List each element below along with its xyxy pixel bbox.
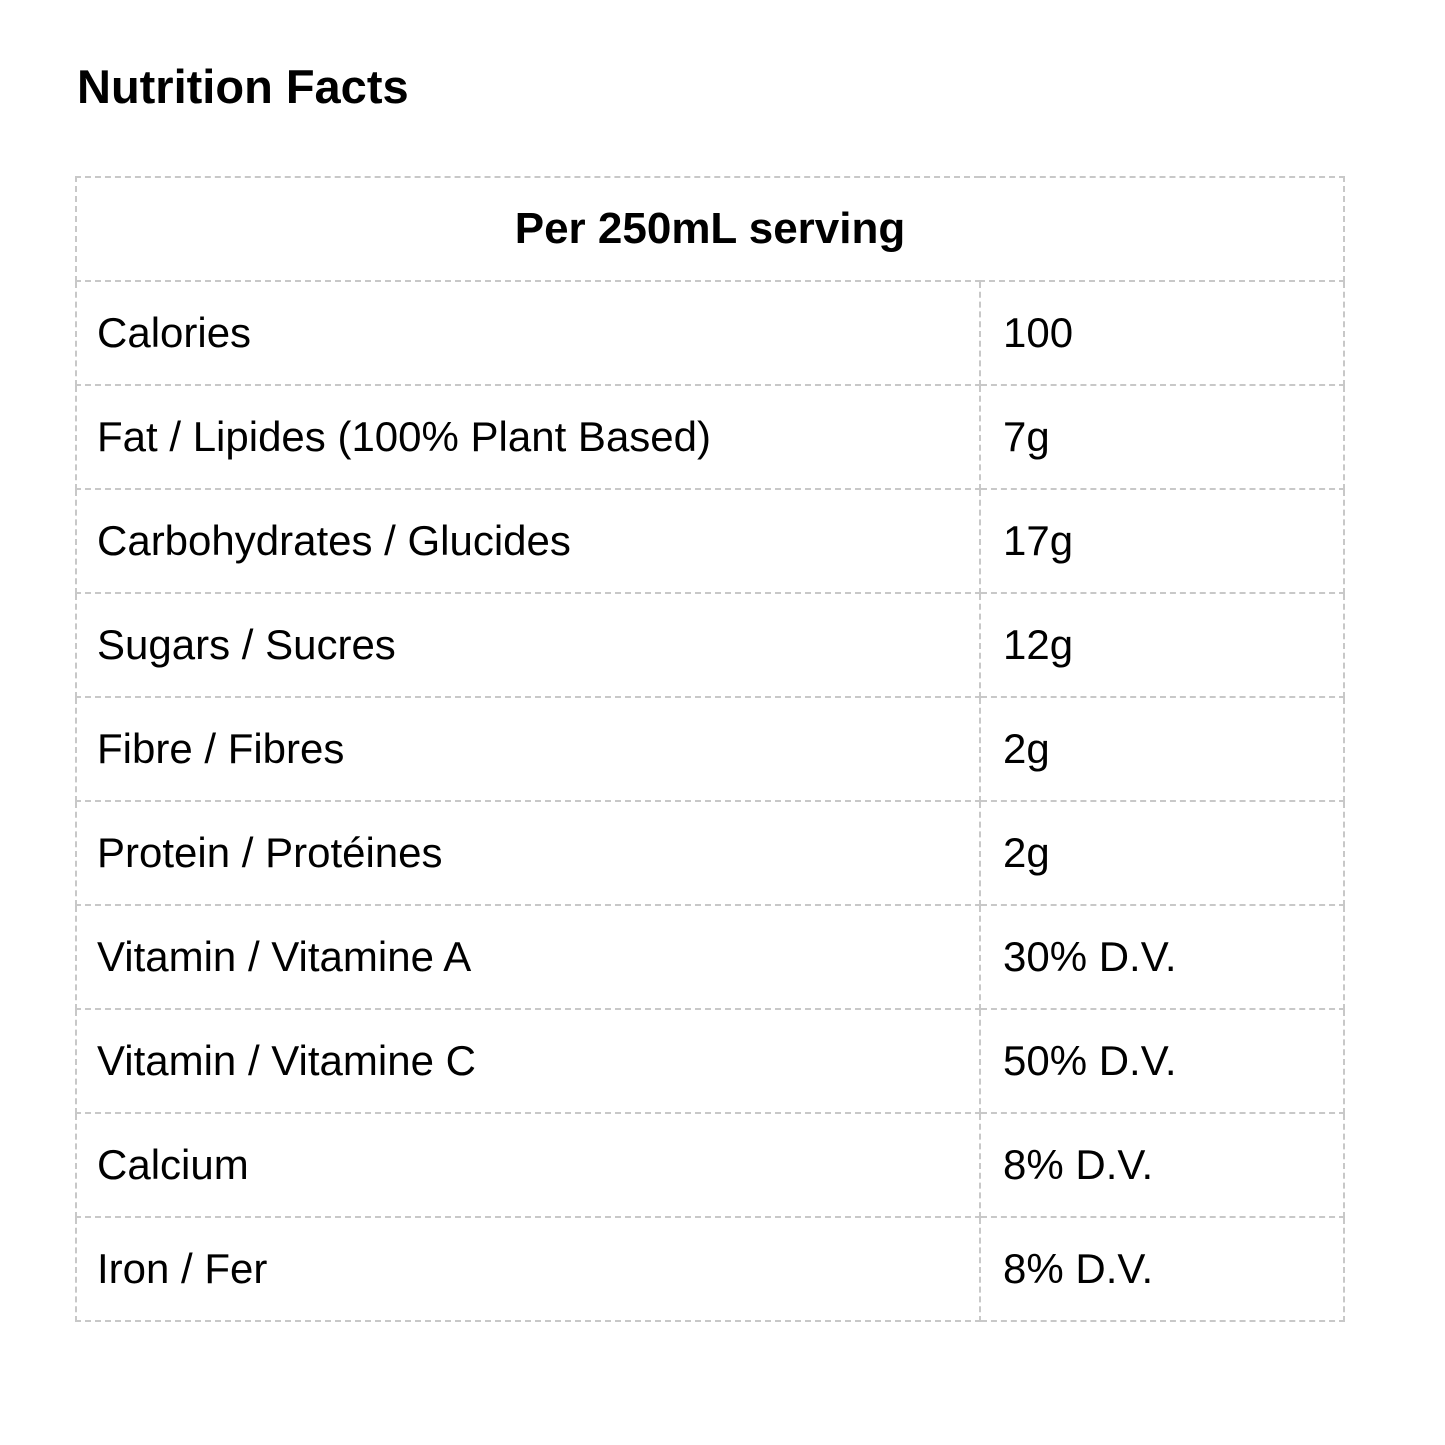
table-row-vitamin-c: Vitamin / Vitamine C 50% D.V.	[75, 1008, 1345, 1114]
serving-size-header: Per 250mL serving	[75, 176, 1345, 282]
row-label: Fat / Lipides (100% Plant Based)	[75, 384, 981, 490]
row-label: Sugars / Sucres	[75, 592, 981, 698]
row-value: 100	[979, 280, 1345, 386]
row-label: Iron / Fer	[75, 1216, 981, 1322]
row-value: 12g	[979, 592, 1345, 698]
table-row-protein: Protein / Protéines 2g	[75, 800, 1345, 906]
row-label: Fibre / Fibres	[75, 696, 981, 802]
table-row-calories: Calories 100	[75, 280, 1345, 386]
table-row-iron: Iron / Fer 8% D.V.	[75, 1216, 1345, 1322]
row-value: 30% D.V.	[979, 904, 1345, 1010]
row-label: Calories	[75, 280, 981, 386]
row-value: 2g	[979, 696, 1345, 802]
table-row-vitamin-a: Vitamin / Vitamine A 30% D.V.	[75, 904, 1345, 1010]
row-value: 50% D.V.	[979, 1008, 1345, 1114]
serving-header-row: Per 250mL serving	[75, 176, 1345, 282]
table-row-carbohydrates: Carbohydrates / Glucides 17g	[75, 488, 1345, 594]
row-label: Vitamin / Vitamine C	[75, 1008, 981, 1114]
row-value: 17g	[979, 488, 1345, 594]
row-label: Vitamin / Vitamine A	[75, 904, 981, 1010]
row-value: 8% D.V.	[979, 1112, 1345, 1218]
row-label: Carbohydrates / Glucides	[75, 488, 981, 594]
row-label: Calcium	[75, 1112, 981, 1218]
row-label: Protein / Protéines	[75, 800, 981, 906]
nutrition-facts-table: Per 250mL serving Calories 100 Fat / Lip…	[75, 176, 1345, 1322]
table-row-fibre: Fibre / Fibres 2g	[75, 696, 1345, 802]
page-title: Nutrition Facts	[77, 60, 409, 113]
table-row-calcium: Calcium 8% D.V.	[75, 1112, 1345, 1218]
table-row-sugars: Sugars / Sucres 12g	[75, 592, 1345, 698]
row-value: 2g	[979, 800, 1345, 906]
row-value: 7g	[979, 384, 1345, 490]
row-value: 8% D.V.	[979, 1216, 1345, 1322]
table-row-fat: Fat / Lipides (100% Plant Based) 7g	[75, 384, 1345, 490]
